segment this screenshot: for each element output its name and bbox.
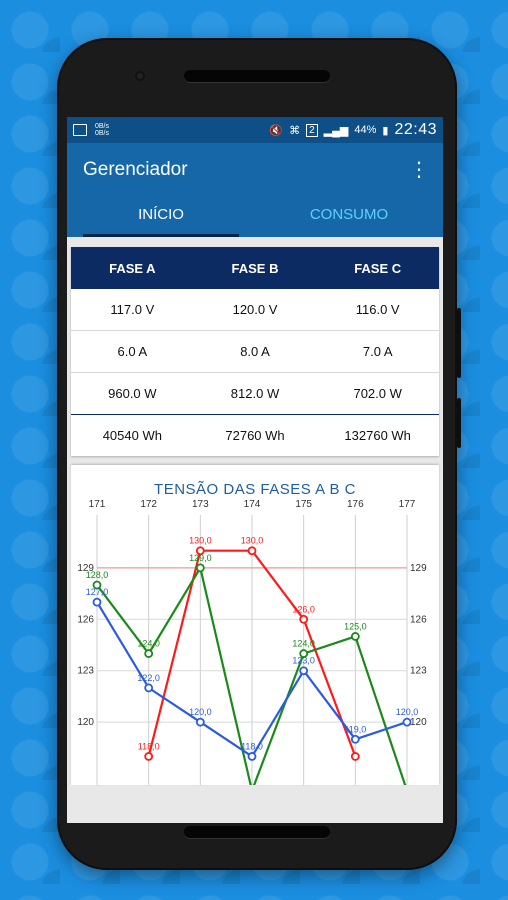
data-point: [299, 666, 309, 676]
table-row: 960.0 W 812.0 W 702.0 W: [71, 372, 439, 414]
tab-bar: INÍCIO CONSUMO: [67, 191, 443, 237]
data-label: 118,0: [138, 741, 160, 751]
header-fase-c: FASE C: [354, 260, 402, 276]
table-cell: 7.0 A: [362, 344, 393, 359]
x-tick-label: 172: [140, 499, 157, 510]
data-point: [299, 649, 309, 658]
data-label: 129,0: [189, 553, 212, 563]
signal-icon: ▂▄▆: [323, 124, 349, 137]
y-tick-label: 123: [77, 666, 94, 677]
data-point: [92, 597, 102, 607]
data-point: [195, 563, 205, 573]
x-tick-label: 175: [295, 499, 312, 510]
data-point: [144, 683, 154, 693]
data-label: 124,0: [292, 639, 315, 649]
data-label: 120,0: [189, 707, 212, 717]
data-point: [350, 734, 360, 744]
data-point: [247, 752, 257, 761]
data-label: 130,0: [241, 536, 264, 546]
battery-icon: ▮: [382, 124, 389, 137]
y-tick-label: 126: [410, 614, 427, 625]
phone-frame: 0B/s 0B/s 🔇 ⌘ 2 ▂▄▆ 44% ▮ 22:43 Gerencia…: [57, 38, 461, 870]
data-label: 125,0: [344, 621, 367, 631]
data-label: 118,0: [241, 741, 263, 751]
mute-icon: 🔇: [269, 124, 284, 137]
table-cell: 117.0 V: [110, 302, 155, 317]
table-header: FASE A FASE B FASE C: [71, 247, 439, 289]
table-row: 6.0 A 8.0 A 7.0 A: [71, 330, 439, 372]
more-vert-icon[interactable]: ⋮: [409, 159, 429, 181]
app-title: Gerenciador: [83, 159, 188, 180]
table-cell: 702.0 W: [353, 386, 402, 401]
table-cell: 8.0 A: [240, 344, 270, 359]
table-cell: 6.0 A: [117, 344, 148, 359]
table-cell: 40540 Wh: [102, 428, 162, 443]
data-point: [92, 580, 102, 590]
data-point: [144, 752, 154, 761]
data-point: [350, 632, 360, 641]
data-label: 124,0: [137, 639, 160, 649]
phase-table: FASE A FASE B FASE C 117.0 V 120.0 V 116…: [71, 247, 439, 456]
app-bar: Gerenciador ⋮ INÍCIO CONSUMO: [67, 143, 443, 237]
data-label: 123,0: [292, 656, 315, 666]
data-label: 126,0: [292, 604, 315, 614]
data-point: [350, 752, 360, 761]
y-tick-label: 120: [77, 717, 94, 728]
data-point: [195, 717, 205, 727]
y-tick-label: 129: [410, 563, 427, 574]
data-label: 120,0: [396, 707, 419, 717]
data-point: [299, 614, 309, 624]
volume-button: [457, 398, 461, 448]
table-row: 117.0 V 120.0 V 116.0 V: [71, 289, 439, 330]
sim-slot: 2: [306, 123, 318, 137]
data-label: 128,0: [86, 570, 109, 580]
table-cell: 960.0 W: [108, 386, 157, 401]
x-tick-label: 174: [244, 499, 261, 510]
image-icon: [73, 124, 87, 136]
table-row: 40540 Wh 72760 Wh 132760 Wh: [71, 414, 439, 456]
clock: 22:43: [394, 121, 437, 138]
network-speed: 0B/s 0B/s: [95, 123, 110, 137]
data-label: 127,0: [86, 587, 109, 597]
screen: 0B/s 0B/s 🔇 ⌘ 2 ▂▄▆ 44% ▮ 22:43 Gerencia…: [67, 117, 443, 823]
data-label: 130,0: [189, 536, 212, 546]
voltage-chart: 171 172 173 174 175 176 177 120 120 123 123 126 126 1…: [77, 499, 427, 785]
data-point: [247, 546, 257, 556]
table-cell: 120.0 V: [232, 302, 278, 317]
table-cell: 132760 Wh: [344, 428, 411, 443]
top-speaker: [184, 70, 330, 82]
data-label: 122,0: [137, 673, 160, 683]
y-tick-label: 120: [410, 717, 427, 728]
table-cell: 72760 Wh: [225, 428, 285, 443]
y-tick-label: 123: [410, 666, 427, 677]
x-tick-label: 173: [192, 499, 209, 510]
battery-text: 44%: [354, 124, 377, 136]
tab-consumo[interactable]: CONSUMO: [309, 205, 389, 223]
x-tick-label: 176: [347, 499, 364, 510]
table-cell: 812.0 W: [230, 386, 280, 401]
y-tick-label: 129: [77, 563, 94, 574]
x-tick-label: 177: [399, 499, 416, 510]
bottom-speaker: [184, 826, 330, 838]
y-tick-label: 126: [77, 614, 94, 625]
data-point: [402, 717, 412, 727]
header-fase-a: FASE A: [109, 260, 156, 276]
power-button: [457, 308, 461, 378]
data-label: 119,0: [344, 724, 366, 734]
data-point: [144, 649, 154, 658]
wifi-icon: ⌘: [289, 124, 301, 137]
status-bar: 0B/s 0B/s 🔇 ⌘ 2 ▂▄▆ 44% ▮ 22:43: [67, 117, 443, 143]
data-point: [195, 546, 205, 556]
table-cell: 116.0 V: [355, 302, 400, 317]
front-camera: [137, 73, 143, 79]
x-tick-label: 171: [89, 499, 106, 510]
chart-title: TENSÃO DAS FASES A B C: [154, 481, 356, 498]
voltage-chart-card: TENSÃO DAS FASES A B C 171 172 173 174 175 17…: [71, 465, 439, 785]
header-fase-b: FASE B: [231, 260, 279, 276]
tab-inicio[interactable]: INÍCIO: [67, 191, 255, 237]
